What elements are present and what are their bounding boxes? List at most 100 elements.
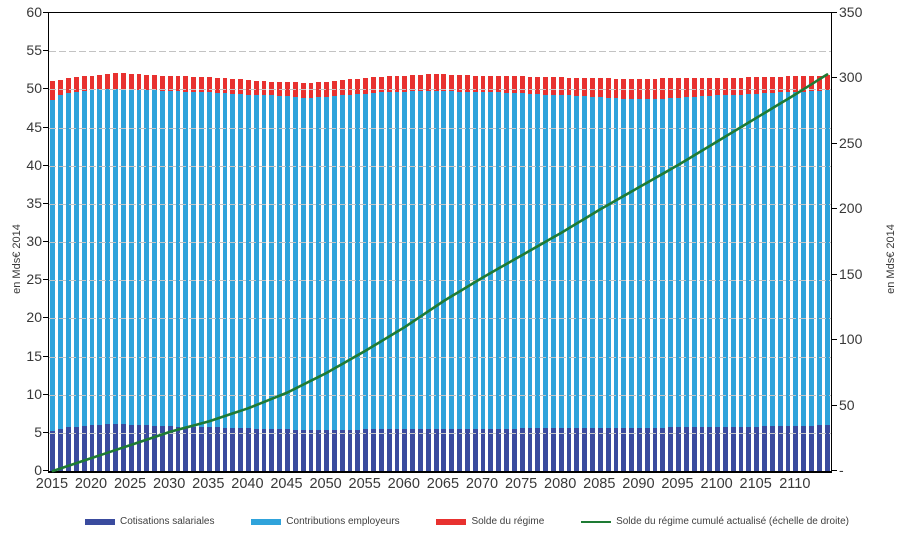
bar-segment-cotisations: [621, 427, 627, 471]
bar-2054: [355, 78, 361, 471]
bar-segment-solde: [746, 77, 752, 94]
bar-segment-solde: [418, 74, 423, 91]
bar-segment-cotisations: [457, 429, 462, 471]
bar-segment-solde: [308, 83, 314, 98]
bar-segment-solde: [120, 73, 126, 90]
bar-2072: [496, 76, 502, 471]
bar-segment-solde: [269, 81, 275, 96]
bar-segment-contributions: [277, 96, 283, 429]
bar-segment-solde: [738, 77, 744, 95]
bar-segment-cotisations: [191, 426, 197, 471]
bar-segment-contributions: [550, 94, 556, 429]
bar-2080: [558, 77, 564, 471]
bar-2100: [715, 77, 721, 471]
bar-segment-contributions: [621, 98, 627, 428]
bar-2047: [300, 83, 306, 471]
bar-segment-contributions: [167, 90, 173, 426]
bar-segment-contributions: [214, 93, 220, 428]
bar-segment-solde: [527, 77, 533, 94]
bar-2051: [332, 80, 337, 471]
bar-segment-cotisations: [441, 429, 447, 471]
bar-segment-cotisations: [410, 429, 416, 471]
bar-segment-solde: [394, 76, 400, 92]
bar-segment-contributions: [746, 93, 752, 427]
bar-segment-solde: [199, 77, 204, 93]
legend-item: Solde du régime cumulé actualisé (échell…: [581, 516, 849, 527]
bar-segment-cotisations: [511, 429, 517, 471]
bar-segment-solde: [511, 76, 517, 94]
bar-segment-cotisations: [613, 428, 619, 471]
x-axis-tick-label: 2015: [35, 476, 69, 492]
bar-segment-contributions: [144, 90, 150, 426]
bar-segment-solde: [574, 77, 580, 97]
bar-segment-solde: [519, 76, 525, 94]
bar-2093: [660, 77, 666, 471]
bar-segment-cotisations: [89, 425, 95, 471]
bar-segment-solde: [824, 74, 830, 91]
x-axis-tick-label: 2050: [309, 476, 342, 492]
right-axis-tick-label: 50: [839, 396, 855, 413]
bar-segment-solde: [89, 75, 95, 90]
bar-segment-cotisations: [230, 428, 236, 471]
gridline: [49, 432, 831, 434]
bar-segment-contributions: [785, 92, 791, 426]
bar-2068: [464, 74, 470, 471]
bar-segment-contributions: [762, 93, 767, 426]
bar-segment-solde: [629, 78, 634, 99]
bar-segment-solde: [378, 77, 384, 93]
bar-segment-cotisations: [644, 427, 650, 471]
bar-2019: [81, 76, 87, 471]
bar-2033: [191, 77, 197, 471]
bar-segment-cotisations: [66, 427, 71, 471]
bar-segment-cotisations: [402, 428, 408, 471]
bar-segment-cotisations: [238, 428, 243, 471]
bar-segment-contributions: [206, 92, 212, 428]
bar-segment-cotisations: [566, 428, 572, 471]
bar-segment-solde: [504, 76, 509, 94]
bar-segment-solde: [582, 77, 588, 97]
left-axis-tick-mark: [43, 126, 48, 128]
right-axis-tick-mark: [832, 470, 837, 471]
bar-segment-solde: [214, 77, 220, 94]
bar-segment-solde: [621, 78, 627, 99]
bar-2102: [730, 77, 736, 471]
bar-2029: [159, 75, 165, 471]
bar-segment-contributions: [777, 92, 783, 426]
bar-2096: [683, 77, 689, 471]
right-axis-tick-label: 300: [839, 69, 863, 86]
bar-segment-solde: [386, 76, 392, 93]
bar-segment-contributions: [629, 98, 634, 428]
bar-segment-contributions: [339, 95, 345, 430]
left-axis-tick-mark: [43, 355, 48, 357]
bar-segment-cotisations: [183, 426, 189, 471]
bar-segment-solde: [449, 74, 455, 91]
bar-segment-solde: [644, 78, 650, 99]
x-axis-tick-label: 2105: [739, 476, 772, 492]
bar-segment-contributions: [699, 96, 705, 427]
plot-area: [48, 12, 832, 473]
bar-segment-cotisations: [316, 429, 322, 471]
bar-segment-solde: [605, 77, 611, 98]
bar-segment-cotisations: [152, 425, 157, 471]
bar-segment-cotisations: [347, 429, 353, 471]
bar-segment-solde: [613, 78, 619, 98]
bar-segment-contributions: [605, 97, 611, 429]
bar-segment-cotisations: [136, 425, 142, 471]
bar-2048: [308, 83, 314, 471]
bar-segment-cotisations: [816, 425, 822, 471]
bar-2036: [214, 77, 220, 471]
bar-segment-cotisations: [605, 428, 611, 471]
bar-segment-cotisations: [691, 426, 697, 471]
bar-2062: [418, 74, 423, 471]
bar-segment-contributions: [566, 95, 572, 429]
bar-segment-solde: [347, 79, 353, 95]
left-axis-tick-mark: [43, 88, 48, 90]
bar-2032: [183, 76, 189, 471]
bar-segment-cotisations: [386, 429, 392, 471]
bar-segment-contributions: [527, 93, 533, 429]
bar-segment-cotisations: [809, 425, 814, 471]
bar-segment-contributions: [159, 90, 165, 426]
bar-2016: [58, 80, 64, 471]
bar-segment-contributions: [707, 96, 713, 427]
